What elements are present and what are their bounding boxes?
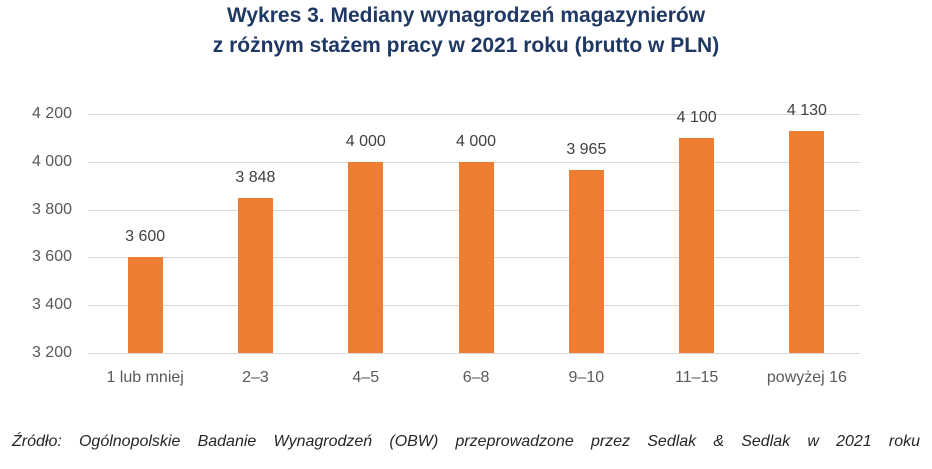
x-axis-tick-label: 1 lub mniej (106, 369, 184, 386)
bar (237, 198, 273, 353)
data-label: 4 000 (456, 132, 497, 150)
y-axis-tick-label: 3 400 (31, 296, 72, 313)
x-axis-tick-label: 9–10 (568, 369, 605, 386)
y-axis-tick-label: 3 600 (31, 248, 72, 265)
data-label: 3 600 (125, 228, 166, 246)
y-axis-tick-label: 3 800 (31, 201, 72, 218)
bar (458, 161, 494, 353)
bar (679, 137, 715, 353)
data-label: 3 848 (235, 169, 276, 187)
x-axis-tick-label: 11–15 (674, 369, 719, 386)
bar (348, 161, 384, 353)
source-note: Źródło: Ogólnopolskie Badanie Wynagrodze… (12, 433, 920, 450)
data-label: 4 100 (676, 108, 717, 126)
chart-title-line-1: Wykres 3. Mediany wynagrodzeń magazynier… (226, 4, 706, 27)
data-label: 4 130 (786, 101, 827, 119)
x-axis-tick-label: powyżej 16 (766, 369, 847, 386)
chart-title-line-2: z różnym stażem pracy w 2021 roku (brutt… (212, 34, 720, 57)
data-label: 3 965 (566, 141, 607, 159)
x-axis-tick-label: 2–3 (242, 369, 269, 386)
data-label: 4 000 (345, 132, 386, 150)
bar (127, 257, 163, 353)
y-axis-tick-label: 4 200 (31, 105, 72, 122)
y-axis-tick-label: 3 200 (31, 344, 72, 361)
y-axis-tick-label: 4 000 (31, 153, 72, 170)
x-axis-tick-label: 4–5 (352, 369, 380, 386)
bar (789, 130, 825, 353)
x-axis-tick-label: 6–8 (462, 369, 490, 386)
bar (568, 170, 604, 353)
gridline (88, 114, 860, 115)
gridline (88, 353, 860, 354)
